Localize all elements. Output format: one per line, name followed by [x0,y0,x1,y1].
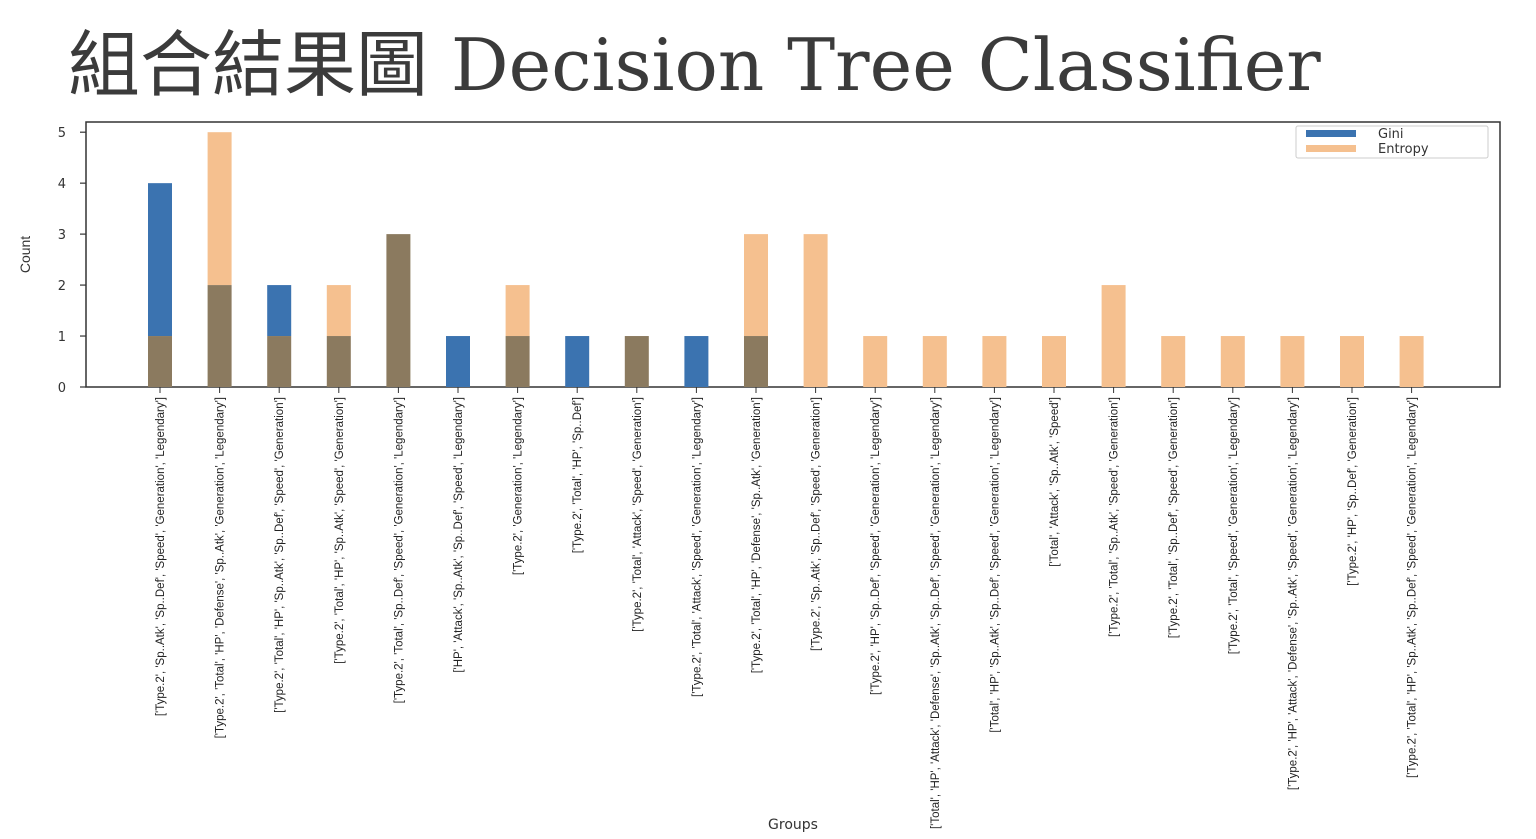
x-tick-label: ['Type.2', 'Generation', 'Legendary'] [513,397,525,575]
bar-entropy [803,234,828,387]
x-tick-label: ['Type.2', 'Total', 'Sp..Def', 'Speed', … [393,397,405,703]
bar-entropy [982,336,1007,387]
y-axis-label: Count [17,236,33,273]
bar-entropy [1220,336,1245,387]
bar-entropy [207,132,232,286]
x-tick-label: ['Type.2', 'HP', 'Attack', 'Defense', 'S… [1287,397,1299,790]
bar-entropy [1280,336,1305,387]
x-tick-label: ['Type.2', 'Total', 'HP', 'Sp..Atk', 'Sp… [334,397,346,664]
bar-gini [446,336,470,387]
x-tick-label: ['Type.2', 'Total', 'Sp..Atk', 'Speed', … [1109,397,1121,637]
x-tick-label: ['Type.2', 'Sp..Atk', 'Sp..Def', 'Speed'… [811,397,823,651]
legend-label-gini: Gini [1378,127,1404,142]
bar-overlap [267,336,292,387]
x-tick-label: ['Type.2', 'Total', 'HP', 'Defense', 'Sp… [215,397,227,738]
bar-entropy [326,285,351,337]
plot-frame [85,121,1501,388]
y-tick-label: 4 [58,177,66,192]
x-tick-label: ['Type.2', 'Total', 'HP', 'Sp..Atk', 'Sp… [1407,397,1419,778]
x-axis-label: Groups [768,817,818,833]
bar-gini [267,285,292,337]
y-tick-label: 3 [58,228,66,243]
y-tick-label: 0 [58,381,66,396]
x-tick-label: ['Type.2', 'Total', 'HP', 'Sp..Def'] [572,397,584,553]
x-tick-label: ['Type.2', 'Total', 'Speed', 'Generation… [1228,397,1240,654]
bar-entropy [505,285,530,337]
x-tick-label: ['Type.2', 'Total', 'Attack', 'Speed', '… [632,397,644,632]
x-tick-label: ['HP', 'Attack', 'Sp..Atk', 'Sp..Def', '… [453,397,465,673]
legend-swatch-entropy [1306,145,1356,152]
x-tick-label: ['Total', 'HP', 'Attack', 'Defense', 'Sp… [930,397,942,829]
bar-entropy [1399,336,1424,387]
bar-entropy [1340,336,1364,387]
x-tick-label: ['Total', 'HP', 'Sp..Atk', 'Sp..Def', 'S… [989,397,1001,733]
bar-entropy [1101,285,1126,387]
legend-swatch-gini [1306,130,1356,137]
x-tick-label: ['Type.2', 'HP', 'Sp..Def', 'Speed', 'Ge… [870,397,882,695]
bar-entropy [922,336,947,387]
bar-overlap [386,234,411,387]
x-tick-label: ['Type.2', 'Total', 'HP', 'Sp..Atk', 'Sp… [274,397,286,713]
bar-overlap [505,336,530,387]
bar-overlap [624,336,649,387]
bar-entropy [863,336,888,387]
bar-overlap [326,336,351,387]
x-tick-label: ['Type.2', 'HP', 'Sp..Def', 'Generation'… [1347,397,1359,586]
x-tick-label: ['Type.2', 'Total', 'HP', 'Defense', 'Sp… [751,397,763,673]
bar-gini [684,336,709,387]
x-tick-label: ['Type.2', 'Total', 'Attack', 'Speed', '… [691,397,703,697]
bar-entropy [744,234,768,337]
bar-entropy [1042,336,1066,387]
y-tick-label: 5 [58,126,66,141]
bar-entropy [1161,336,1186,387]
bar-overlap [148,336,172,387]
bar-overlap [207,285,232,387]
x-tick-label: ['Type.2', 'Total', 'Sp..Def', 'Speed', … [1168,397,1180,638]
y-tick-label: 2 [58,279,66,294]
slide-title: 組合結果圖 Decision Tree Classifier [68,23,1321,107]
legend-label-entropy: Entropy [1378,142,1429,157]
bar-overlap [744,336,768,387]
x-tick-label: ['Type.2', 'Sp..Atk', 'Sp..Def', 'Speed'… [155,397,167,716]
bar-gini [148,183,172,337]
bar-gini [565,336,590,387]
y-tick-label: 1 [58,330,66,345]
x-tick-label: ['Total', 'Attack', 'Sp..Atk', 'Speed'] [1049,397,1061,567]
